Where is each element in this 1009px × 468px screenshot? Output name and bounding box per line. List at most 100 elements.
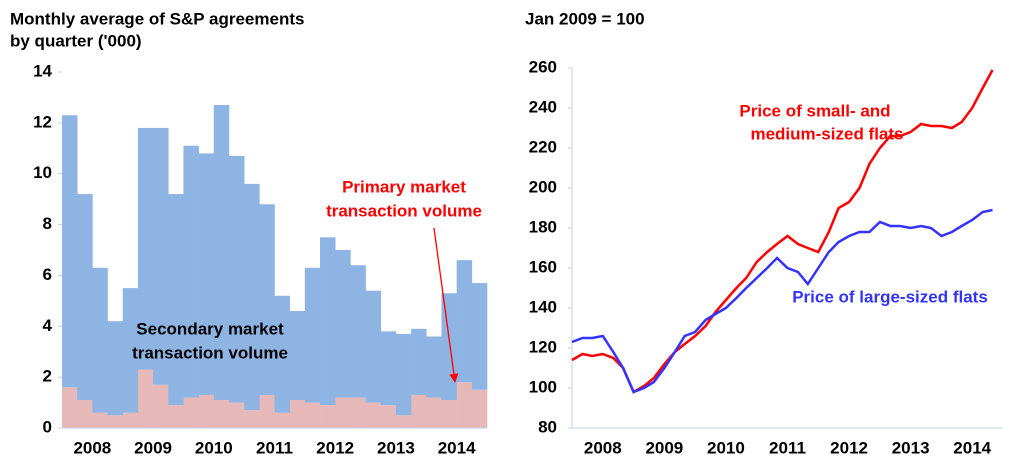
- bar: [395, 415, 412, 428]
- bar: [62, 115, 78, 388]
- line-series: [571, 69, 994, 394]
- bar: [456, 382, 473, 428]
- bar: [183, 397, 199, 428]
- y-tick-label: 8: [43, 214, 52, 233]
- x-tick-label: 2011: [769, 438, 806, 457]
- x-tick-label: 2008: [73, 438, 111, 457]
- bar: [77, 400, 93, 428]
- bar: [137, 127, 154, 370]
- bar: [92, 412, 108, 428]
- bar: [259, 204, 275, 395]
- y-tick-label: 10: [33, 163, 52, 182]
- bar: [426, 336, 442, 398]
- bar: [198, 153, 215, 395]
- bar: [441, 293, 457, 401]
- x-tick-label: 2010: [195, 438, 233, 457]
- x-tick-label: 2012: [316, 438, 354, 457]
- series-label: Secondary market: [136, 319, 284, 338]
- y-tick-label: 4: [43, 316, 53, 335]
- bar: [62, 387, 78, 428]
- line-series: [571, 208, 993, 394]
- bar: [274, 295, 290, 413]
- bar: [153, 384, 169, 428]
- bar: [471, 283, 488, 390]
- bar: [244, 183, 260, 411]
- y-tick-label: 80: [538, 417, 557, 436]
- bar: [471, 389, 488, 428]
- x-tick-label: 2014: [438, 438, 476, 457]
- x-tick-label: 2009: [645, 438, 683, 457]
- bar: [365, 402, 382, 428]
- bar: [259, 394, 275, 428]
- bar: [274, 412, 290, 428]
- bar: [213, 400, 230, 428]
- bar: [380, 405, 397, 428]
- x-tick-label: 2013: [377, 438, 415, 457]
- bar: [304, 267, 321, 403]
- y-tick-label: 12: [33, 112, 52, 131]
- bar: [213, 105, 230, 401]
- y-tick-label: 2: [43, 367, 52, 386]
- series-label: Primary market: [342, 177, 466, 196]
- y-tick-label: 240: [529, 97, 557, 116]
- y-tick-label: 6: [43, 265, 52, 284]
- x-tick-label: 2013: [892, 438, 930, 457]
- bar: [228, 402, 245, 428]
- bar: [320, 237, 336, 406]
- bar: [441, 400, 457, 428]
- bar: [168, 194, 184, 406]
- y-tick-label: 260: [529, 57, 557, 76]
- series-label: Price of large-sized flats: [792, 287, 988, 306]
- y-tick-label: 0: [43, 417, 52, 436]
- y-tick-label: 180: [529, 217, 557, 236]
- x-tick-label: 2008: [584, 438, 622, 457]
- series-label: transaction volume: [326, 201, 482, 220]
- bar: [107, 415, 124, 428]
- bar: [304, 402, 321, 428]
- bar: [350, 397, 366, 428]
- bar: [228, 155, 245, 403]
- chart-title: by quarter ('000): [10, 31, 142, 50]
- bar: [289, 311, 306, 401]
- y-tick-label: 14: [33, 61, 52, 80]
- y-tick-label: 120: [529, 337, 557, 356]
- series-label: Price of small- and: [739, 101, 890, 120]
- bar: [137, 369, 154, 428]
- bar: [77, 194, 93, 401]
- y-tick-label: 160: [529, 257, 557, 276]
- x-tick-label: 2009: [134, 438, 172, 457]
- annotation-arrow: [433, 227, 459, 383]
- bar: [335, 250, 351, 398]
- bar: [183, 145, 199, 398]
- bar: [350, 265, 366, 398]
- bar: [107, 321, 124, 416]
- bar: [456, 260, 473, 383]
- chart-title: Monthly average of S&P agreements: [10, 9, 304, 28]
- bar: [122, 288, 139, 413]
- bar: [426, 397, 442, 428]
- bar: [365, 290, 382, 403]
- y-tick-label: 100: [529, 377, 557, 396]
- y-tick-label: 220: [529, 137, 557, 156]
- x-tick-label: 2014: [953, 438, 991, 457]
- bar: [320, 405, 336, 428]
- bar: [168, 405, 184, 428]
- y-tick-label: 140: [529, 297, 557, 316]
- bar: [395, 333, 412, 416]
- bar: [122, 412, 139, 428]
- x-tick-label: 2012: [830, 438, 868, 457]
- bar: [335, 397, 351, 428]
- x-tick-label: 2010: [707, 438, 745, 457]
- bar: [411, 394, 427, 428]
- bar: [244, 410, 260, 428]
- bar: [198, 394, 215, 428]
- chart-title: Jan 2009 = 100: [525, 9, 645, 28]
- bar: [380, 331, 397, 406]
- series-label: medium-sized flats: [750, 124, 903, 143]
- bar: [92, 267, 108, 413]
- bar: [411, 328, 427, 395]
- series-label: transaction volume: [132, 343, 288, 362]
- y-tick-label: 200: [529, 177, 557, 196]
- bar: [289, 400, 306, 428]
